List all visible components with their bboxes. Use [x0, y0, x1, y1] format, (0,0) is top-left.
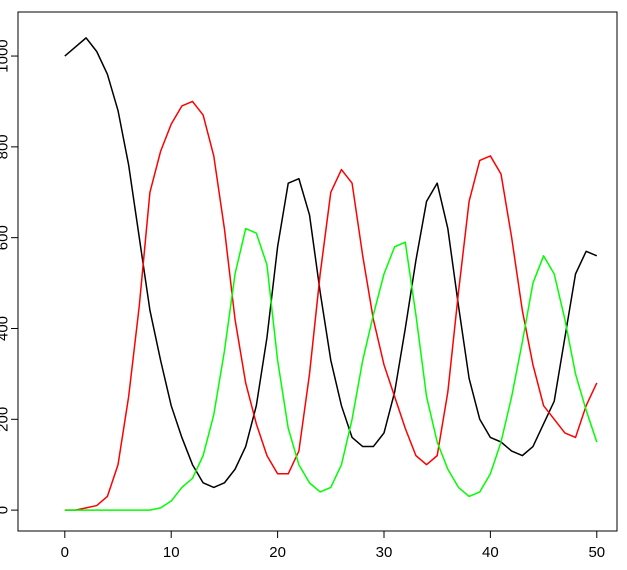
series-line: [64, 100, 598, 511]
y-tick-label: 1000: [0, 39, 12, 72]
x-tick-label: 10: [163, 544, 180, 561]
x-tick-label: 30: [376, 544, 393, 561]
y-tick-label: 600: [0, 225, 12, 250]
y-tick-label: 400: [0, 316, 12, 341]
series-line: [64, 37, 598, 489]
x-tick-label: 50: [588, 544, 605, 561]
x-tick-label: 40: [482, 544, 499, 561]
y-tick-label: 800: [0, 134, 12, 159]
x-tick-label: 20: [269, 544, 286, 561]
x-tick-label: 0: [61, 544, 69, 561]
y-tick-label: 0: [0, 506, 12, 514]
y-tick-label: 200: [0, 407, 12, 432]
series-line: [64, 227, 598, 511]
